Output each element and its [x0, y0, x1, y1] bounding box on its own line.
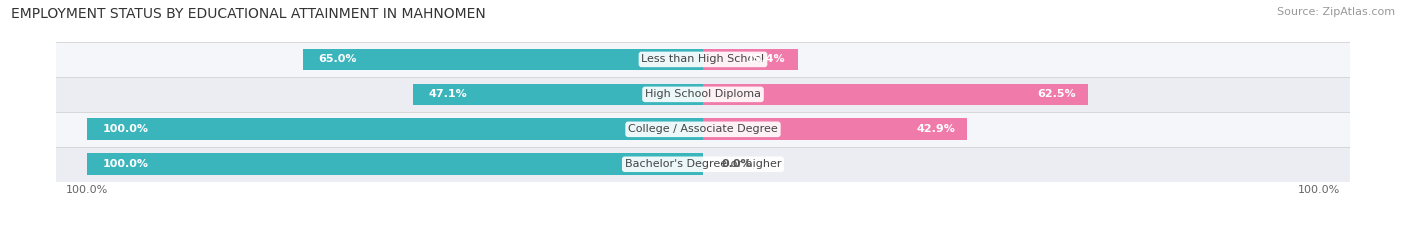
Bar [302, 49, 703, 70]
Text: 42.9%: 42.9% [917, 124, 955, 134]
Bar [87, 118, 703, 140]
Bar [56, 147, 1350, 182]
Bar [56, 112, 1350, 147]
Text: College / Associate Degree: College / Associate Degree [628, 124, 778, 134]
Bar [703, 49, 797, 70]
Text: 100.0%: 100.0% [103, 124, 149, 134]
Bar [56, 42, 1350, 77]
Text: 65.0%: 65.0% [318, 55, 357, 64]
Text: 15.4%: 15.4% [747, 55, 786, 64]
Bar [56, 77, 1350, 112]
Text: Bachelor's Degree or higher: Bachelor's Degree or higher [624, 159, 782, 169]
Text: High School Diploma: High School Diploma [645, 89, 761, 99]
Text: EMPLOYMENT STATUS BY EDUCATIONAL ATTAINMENT IN MAHNOMEN: EMPLOYMENT STATUS BY EDUCATIONAL ATTAINM… [11, 7, 486, 21]
Bar [703, 118, 967, 140]
Text: 100.0%: 100.0% [103, 159, 149, 169]
Bar [703, 84, 1088, 105]
Bar [413, 84, 703, 105]
Text: Source: ZipAtlas.com: Source: ZipAtlas.com [1277, 7, 1395, 17]
Text: 47.1%: 47.1% [429, 89, 467, 99]
Text: 62.5%: 62.5% [1038, 89, 1076, 99]
Text: Less than High School: Less than High School [641, 55, 765, 64]
Bar [87, 154, 703, 175]
Text: 0.0%: 0.0% [721, 159, 752, 169]
